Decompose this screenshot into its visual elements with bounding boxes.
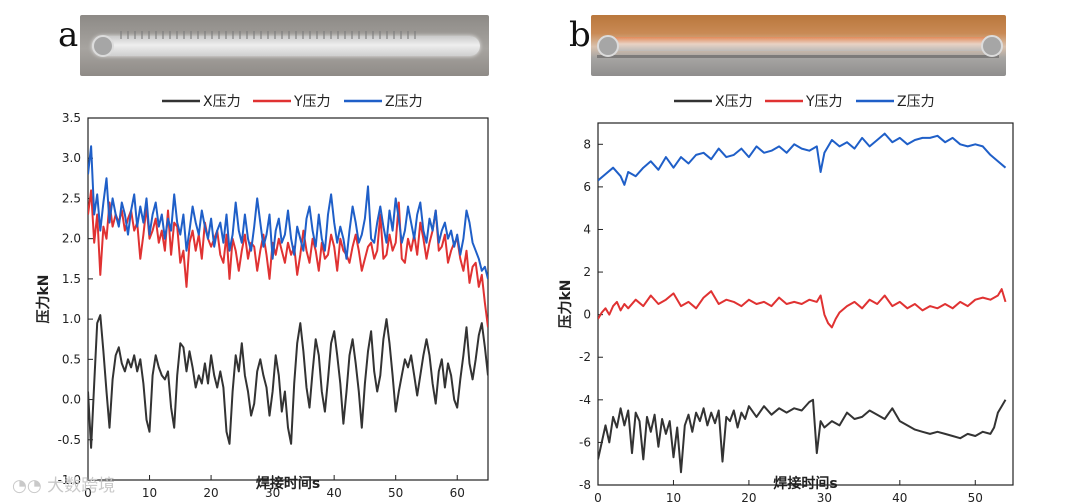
y-tick-label: 2.0 xyxy=(62,232,81,246)
y-tick-label: 1.5 xyxy=(62,272,81,286)
series-line-z xyxy=(598,132,1007,186)
y-tick-label: -1.0 xyxy=(58,473,81,487)
x-tick-label: 10 xyxy=(142,486,157,500)
y-tick-label: 0 xyxy=(583,308,591,322)
x-tick-label: 0 xyxy=(594,491,602,502)
legend-label-y: Y压力 xyxy=(293,94,331,110)
y-tick-label: -4 xyxy=(579,393,591,407)
y-tick-label: 4 xyxy=(583,222,591,236)
weld-ripple-texture xyxy=(120,31,420,39)
series-line-y xyxy=(598,288,1007,329)
x-tick-label: 30 xyxy=(817,491,832,502)
weld-start-point xyxy=(92,35,114,57)
weld-bead xyxy=(599,37,997,51)
weld-seam-line xyxy=(597,55,999,58)
panel-label-a: a xyxy=(58,15,79,55)
x-tick-label: 40 xyxy=(327,486,342,500)
series-line-z xyxy=(88,145,488,280)
eye-logo-icon: ◔◔ xyxy=(12,476,42,496)
legend-label-x: X压力 xyxy=(715,94,753,110)
y-tick-label: 1.0 xyxy=(62,312,81,326)
x-tick-label: 30 xyxy=(265,486,280,500)
legend-label-z: Z压力 xyxy=(385,94,423,110)
series-line-x xyxy=(598,398,1007,474)
x-tick-label: 10 xyxy=(666,491,681,502)
series-line-x xyxy=(88,314,488,449)
x-tick-label: 40 xyxy=(892,491,907,502)
legend-label-x: X压力 xyxy=(203,94,241,110)
y-tick-label: -6 xyxy=(579,435,591,449)
panel-label-b: b xyxy=(569,15,591,55)
y-tick-label: 0.5 xyxy=(62,352,81,366)
x-tick-label: 50 xyxy=(388,486,403,500)
weld-seam-photo-b xyxy=(591,15,1006,76)
x-tick-label: 20 xyxy=(203,486,218,500)
y-tick-label: 8 xyxy=(583,137,591,151)
x-tick-label: 0 xyxy=(84,486,92,500)
weld-end-point xyxy=(981,35,1003,57)
y-tick-label: -0.5 xyxy=(58,433,81,447)
y-tick-label: 0.0 xyxy=(62,393,81,407)
x-axis-label: 焊接时间s xyxy=(773,475,837,492)
y-tick-label: 3.0 xyxy=(62,151,81,165)
legend-label-y: Y压力 xyxy=(805,94,843,110)
watermark: ◔◔ 大数跨境 xyxy=(12,471,115,496)
chart-a: -1.0 -0.5 0.0 0.5 1.0 1.5 2.0 2.5 3.0 3.5 0 10 20 30 4… xyxy=(35,94,489,500)
x-tick-label: 50 xyxy=(968,491,983,502)
y-tick-label: 2.5 xyxy=(62,191,81,205)
plot-frame xyxy=(597,122,1014,486)
plot-frame xyxy=(87,117,489,481)
series-line-y xyxy=(88,189,488,328)
weld-start-point xyxy=(597,35,619,57)
y-tick-label: -8 xyxy=(579,478,591,492)
chart-b: -8 -6 -4 -2 0 2 4 6 8 0 10 20 30 40 50 焊接时间s 压力kN X压力 Y压力 Z… xyxy=(557,94,1014,502)
legend-label-z: Z压力 xyxy=(897,94,935,110)
x-tick-label: 60 xyxy=(450,486,465,500)
y-axis-label: 压力kN xyxy=(35,274,52,323)
y-tick-label: 3.5 xyxy=(62,111,81,125)
weld-seam-photo-a xyxy=(80,15,489,76)
y-tick-label: 2 xyxy=(583,265,591,279)
weld-bead xyxy=(92,36,480,56)
x-axis-label: 焊接时间s xyxy=(256,475,320,492)
y-tick-label: 6 xyxy=(583,180,591,194)
x-tick-label: 20 xyxy=(741,491,756,502)
y-axis-label: 压力kN xyxy=(557,279,574,328)
watermark-text: 大数跨境 xyxy=(47,476,116,496)
y-tick-label: -2 xyxy=(579,350,591,364)
